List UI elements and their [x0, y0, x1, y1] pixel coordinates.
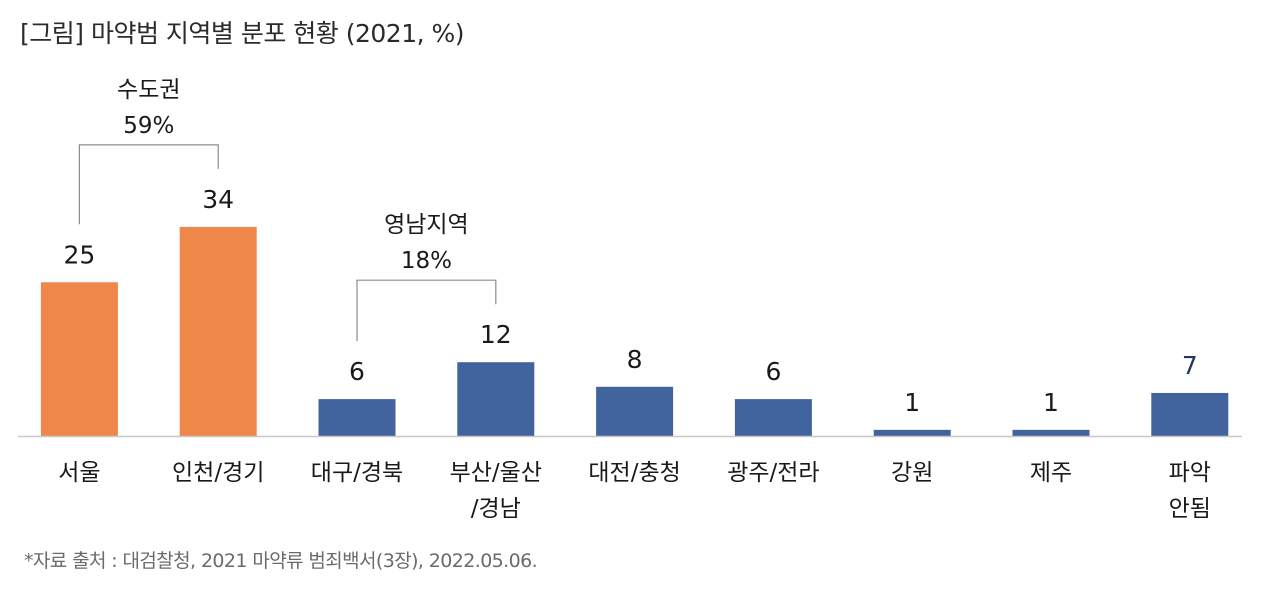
- bar: [873, 429, 951, 436]
- chart-title: [그림] 마약범 지역별 분포 현황 (2021, %): [20, 19, 465, 48]
- bar: [1151, 392, 1229, 436]
- data-label: 7: [1182, 351, 1198, 380]
- data-label: 25: [63, 240, 95, 269]
- group-bracket: [78, 144, 219, 225]
- group-share: 18%: [401, 248, 452, 274]
- x-tick-label: 강원: [891, 460, 933, 486]
- x-tick-label: /경남: [471, 496, 521, 522]
- bar: [457, 362, 535, 436]
- data-label: 34: [202, 185, 234, 214]
- data-label: 1: [1043, 388, 1059, 417]
- group-share: 59%: [123, 113, 174, 139]
- bar: [179, 226, 257, 436]
- x-tick-label: 대전/충청: [588, 460, 680, 486]
- x-tick-label: 안됨: [1169, 496, 1211, 522]
- bar: [318, 399, 396, 436]
- bar: [596, 386, 674, 436]
- x-tick-label: 광주/전라: [727, 460, 819, 486]
- bar: [734, 399, 812, 436]
- x-tick-label: 대구/경북: [311, 460, 403, 486]
- data-label: 6: [349, 357, 365, 386]
- data-label: 1: [904, 388, 920, 417]
- data-label: 6: [765, 357, 781, 386]
- x-tick-label: 파악: [1169, 460, 1211, 486]
- group-bracket: [356, 279, 497, 342]
- x-tick-label: 제주: [1030, 460, 1072, 486]
- x-tick-label: 인천/경기: [172, 460, 264, 486]
- x-tick-label: 서울: [58, 460, 100, 486]
- x-tick-label: 부산/울산: [450, 460, 542, 486]
- group-label: 영남지역: [384, 212, 469, 238]
- data-label: 8: [627, 345, 643, 374]
- bar: [40, 282, 118, 436]
- bar: [1012, 429, 1090, 436]
- source-note: *자료 출처 : 대검찰청, 2021 마약류 범죄백서(3장), 2022.0…: [24, 550, 538, 572]
- group-label: 수도권: [117, 77, 180, 103]
- data-label: 12: [480, 320, 512, 349]
